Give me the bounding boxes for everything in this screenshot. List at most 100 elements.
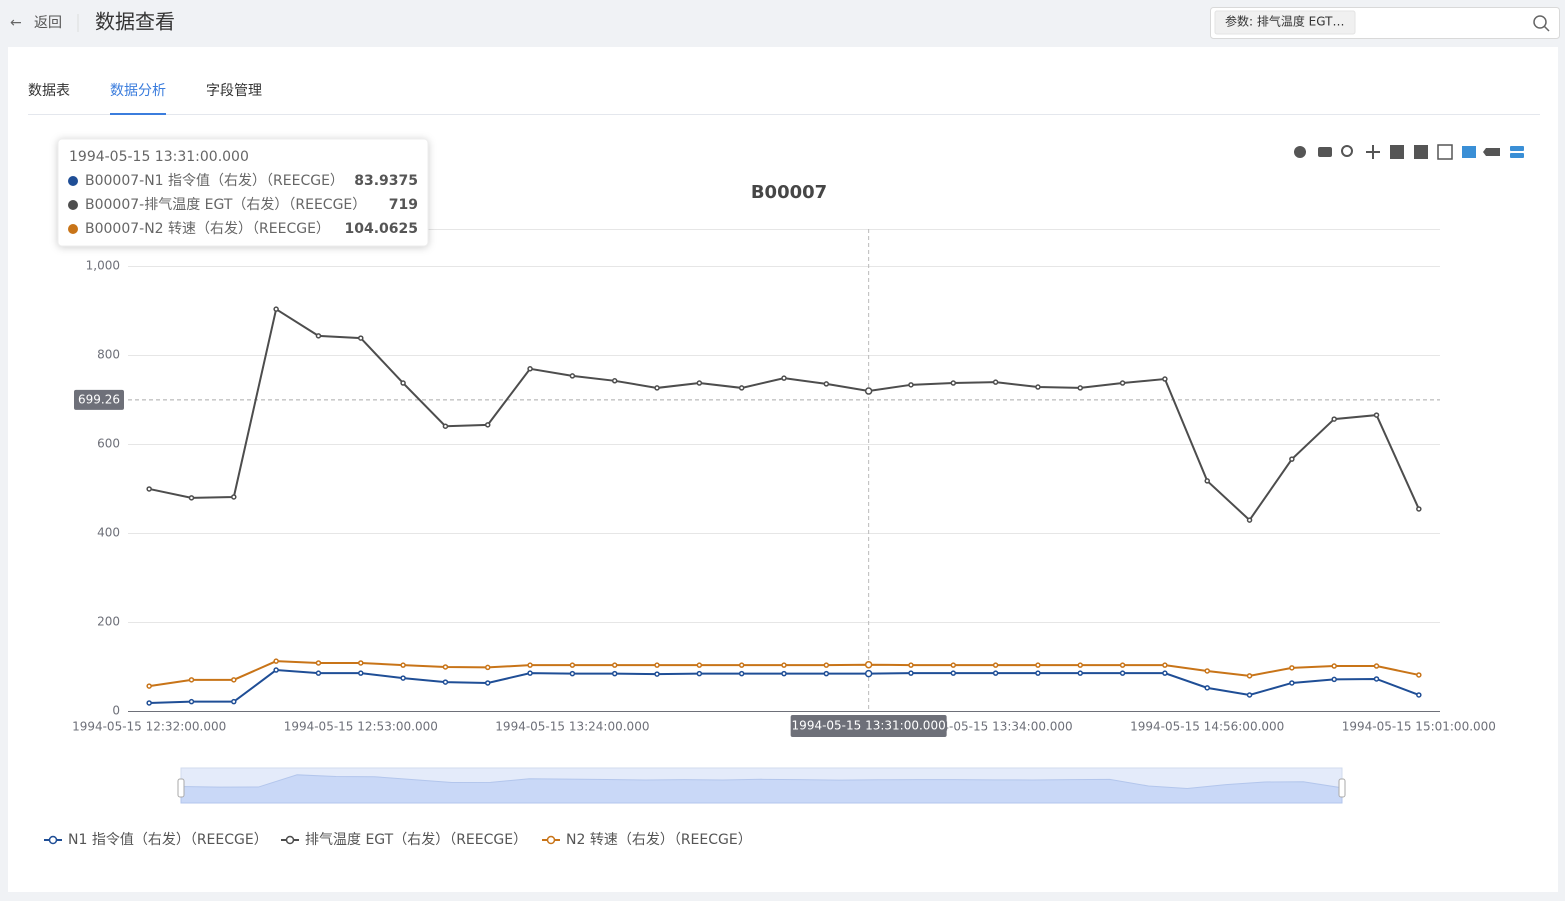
data-point: [188, 495, 195, 501]
data-point: [823, 662, 830, 668]
data-point: [1162, 662, 1168, 668]
data-point: [527, 662, 533, 668]
tooltip-row-name: B00007-N2 转速（右发）（REECGE）: [85, 221, 330, 237]
data-point: [781, 662, 787, 668]
data-point: [781, 670, 787, 677]
tab-active-indicator: [110, 113, 166, 115]
data-point: [992, 662, 999, 668]
data-point: [1373, 663, 1380, 669]
data-point: [358, 670, 364, 676]
data-point: [611, 378, 618, 384]
tab[interactable]: 数据表: [28, 83, 70, 99]
data-point: [696, 670, 703, 677]
data-point: [442, 423, 449, 429]
tool-settings[interactable]: [1294, 146, 1306, 158]
data-point: [1331, 416, 1337, 422]
data-point: [569, 670, 576, 677]
legend-label[interactable]: N2 转速（右发）（REECGE）: [566, 832, 752, 848]
data-point: [908, 670, 914, 676]
page-title: 数据查看: [95, 10, 175, 34]
legend-icon-dot: [48, 835, 58, 845]
data-point: [146, 486, 152, 492]
data-point: [315, 333, 322, 339]
chart-title: B00007: [751, 182, 827, 203]
tool-marker[interactable]: [1462, 146, 1476, 158]
tab[interactable]: 字段管理: [206, 83, 262, 99]
legend-label[interactable]: N1 指令值（右发）（REECGE）: [68, 832, 268, 848]
data-point: [569, 662, 576, 668]
tool-layer-bottom[interactable]: [1510, 153, 1524, 158]
tool-fit[interactable]: [1437, 144, 1453, 160]
tool-zoom-out[interactable]: [1414, 145, 1428, 159]
search-tag-text: 参数: 排气温度 EGT…: [1225, 14, 1344, 29]
data-point: [864, 387, 873, 395]
tab[interactable]: 数据分析: [110, 83, 166, 99]
data-point: [146, 700, 152, 706]
data-point: [1077, 662, 1084, 668]
data-point: [527, 366, 533, 372]
data-point: [1119, 662, 1126, 668]
legend-icon-dot: [546, 835, 556, 845]
tool-zoom-in[interactable]: [1390, 145, 1404, 159]
tooltip-row-value: 104.0625: [344, 221, 418, 237]
data-point: [188, 677, 195, 683]
x-tick-label: 1994-05-15 12:32:00.000: [72, 720, 226, 734]
x-tick-label: 1994-05-15 14:56:00.000: [1130, 720, 1284, 734]
data-point: [1373, 676, 1380, 682]
tooltip-row-value: 83.9375: [354, 173, 418, 189]
data-point: [950, 670, 957, 676]
data-point: [188, 698, 195, 705]
data-point: [273, 658, 279, 664]
data-point: [1119, 380, 1126, 386]
data-point: [654, 385, 660, 391]
data-point: [654, 671, 660, 677]
tool-zoom[interactable]: [1341, 145, 1353, 157]
tool-layer-top[interactable]: [1510, 146, 1524, 151]
data-point: [231, 494, 237, 500]
data-point: [1289, 665, 1295, 671]
data-point: [400, 675, 406, 681]
data-point: [484, 422, 491, 428]
data-point: [950, 380, 957, 386]
axis-pointer-y-box: [74, 389, 124, 410]
data-point: [1035, 384, 1041, 390]
data-point: [1162, 376, 1168, 382]
tooltip-title: 1994-05-15 13:31:00.000: [69, 149, 249, 165]
datazoom-handle[interactable]: [177, 778, 185, 798]
toolbox: [1294, 144, 1524, 160]
axis-pointer-y-label: 699.26: [78, 392, 120, 406]
data-point: [611, 670, 618, 677]
data-point: [1331, 663, 1337, 669]
data-point: [1246, 517, 1253, 523]
axis-pointer-x-label: 1994-05-15 13:31:00.000: [792, 719, 946, 733]
data-point: [1204, 668, 1210, 674]
data-point: [231, 698, 237, 705]
back-arrow[interactable]: ←: [10, 15, 22, 31]
tool-label[interactable]: [1483, 148, 1500, 156]
data-point: [611, 662, 618, 668]
data-point: [992, 670, 999, 676]
search-tag[interactable]: [1214, 10, 1356, 35]
data-point: [484, 664, 491, 671]
data-point: [231, 677, 237, 683]
y-tick-label: 0: [112, 704, 120, 718]
back-link[interactable]: 返回: [34, 15, 62, 31]
legend-label[interactable]: 排气温度 EGT（右发）（REECGE）: [305, 832, 527, 848]
datazoom-handle[interactable]: [1338, 778, 1346, 798]
data-point: [527, 670, 533, 676]
x-tick-label: 1994-05-15 15:01:00.000: [1342, 720, 1496, 734]
data-point: [823, 670, 830, 677]
x-tick-label: 1994-05-15 12:53:00.000: [284, 720, 438, 734]
tooltip-dot: [68, 224, 78, 234]
tool-save[interactable]: [1318, 147, 1332, 157]
tool-pan[interactable]: [1366, 145, 1380, 159]
data-point: [1416, 692, 1422, 698]
search-icon[interactable]: [1533, 15, 1547, 29]
y-tick-label: 600: [97, 437, 120, 451]
y-tick-label: 1,000: [86, 259, 120, 273]
y-tick-label: 200: [97, 615, 120, 629]
data-point: [400, 662, 406, 668]
search-icon-handle: [1543, 25, 1550, 32]
data-point: [358, 335, 364, 341]
